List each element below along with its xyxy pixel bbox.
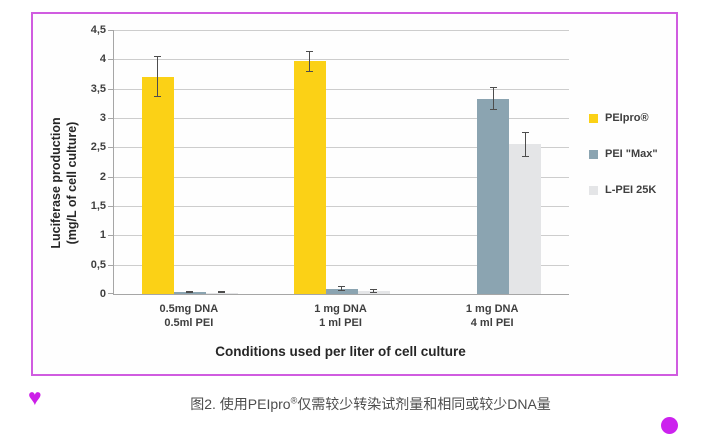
y-axis-tick — [108, 206, 114, 207]
legend-swatch — [589, 149, 598, 159]
legend-label: L-PEI 25K — [605, 184, 657, 196]
error-bar-line — [373, 288, 374, 294]
error-bar-line — [341, 286, 342, 292]
x-category-label: 1 mg DNA 4 ml PEI — [422, 302, 562, 330]
bar — [325, 288, 358, 294]
y-axis-tick — [108, 147, 114, 149]
figure-frame: Luciferase production (mg/L of cell cult… — [31, 12, 678, 376]
bar — [293, 61, 326, 294]
y-axis-tick — [108, 59, 114, 61]
y-tick-label: 4,5 — [90, 24, 106, 36]
error-bar-line — [189, 291, 191, 294]
legend-swatch — [589, 113, 598, 123]
legend-item: PEIpro® — [589, 112, 658, 124]
error-bar-cap — [218, 291, 226, 293]
error-bar-cap — [489, 109, 497, 111]
error-bar — [305, 50, 314, 72]
error-bar — [217, 291, 226, 294]
error-bar-cap — [154, 96, 162, 98]
legend: PEIpro® PEI "Max" L-PEI 25K — [589, 112, 658, 196]
gridline — [114, 147, 569, 149]
error-bar — [489, 86, 498, 111]
error-bar-cap — [338, 286, 345, 288]
error-bar-line — [492, 86, 494, 111]
legend-item: L-PEI 25K — [589, 184, 658, 196]
x-category-label-line: 0.5mg DNA — [159, 303, 219, 315]
error-bar-line — [309, 50, 310, 72]
error-bar-line — [157, 56, 159, 98]
error-bar — [369, 288, 378, 294]
y-tick-label: 0,5 — [90, 258, 106, 271]
gridline — [114, 264, 569, 266]
legend-swatch — [589, 185, 598, 195]
plot-area — [108, 30, 569, 295]
x-category-label: 0.5mg DNA 0.5ml PEI — [119, 302, 259, 330]
x-axis-title: Conditions used per liter of cell cultur… — [215, 344, 466, 359]
error-bar-cap — [338, 290, 345, 292]
y-tick-label: 3,5 — [90, 82, 106, 95]
heart-icon: ♥ — [28, 384, 42, 410]
y-tick-label: 2 — [99, 170, 106, 183]
error-bar-cap — [370, 288, 377, 290]
y-axis-tick — [108, 118, 114, 119]
error-bar-line — [524, 131, 526, 158]
caption-suffix: 仅需较少转染试剂量和相同或较少DNA量 — [297, 396, 551, 412]
legend-label: PEIpro® — [605, 112, 649, 124]
x-category-label-line: 1 mg DNA — [314, 303, 367, 315]
gridline — [114, 30, 569, 31]
y-axis-tick-labels: 0 0,5 1 1,5 2 2,5 3 3,5 4 4,5 — [33, 24, 106, 300]
gridline — [114, 176, 569, 178]
error-bar — [337, 286, 346, 292]
error-bar-cap — [489, 86, 497, 88]
dot-icon — [661, 417, 678, 434]
caption-prefix: 图2. 使用PEIpro — [190, 396, 291, 412]
error-bar-cap — [306, 70, 313, 72]
figure-caption: 图2. 使用PEIpro®仅需较少转染试剂量和相同或较少DNA量 — [30, 394, 711, 414]
y-tick-label: 2,5 — [90, 141, 106, 154]
error-bar-cap — [306, 50, 313, 52]
y-tick-label: 4 — [99, 53, 106, 66]
error-bar — [153, 56, 162, 98]
legend-item: PEI "Max" — [589, 148, 658, 160]
error-bar — [185, 291, 194, 294]
error-bar-cap — [370, 292, 377, 294]
error-bar-cap — [186, 291, 194, 293]
gridline — [114, 235, 569, 237]
registered-mark-icon: ® — [290, 395, 298, 406]
error-bar-cap — [186, 292, 194, 294]
y-axis-tick — [108, 30, 114, 31]
y-axis-tick — [108, 88, 114, 90]
legend-label: PEI "Max" — [605, 148, 658, 160]
x-category-label: 1 mg DNA 1 ml PEI — [271, 302, 411, 330]
x-category-label-line: 1 ml PEI — [319, 317, 362, 329]
error-bar-cap — [521, 156, 529, 158]
gridline — [114, 59, 569, 61]
error-bar-cap — [521, 131, 529, 133]
y-tick-label: 1 — [99, 229, 106, 242]
error-bar-cap — [154, 56, 162, 58]
bar — [509, 144, 542, 294]
error-bar — [521, 131, 530, 158]
x-category-label-line: 1 mg DNA — [465, 303, 519, 315]
y-axis-tick — [108, 264, 114, 266]
y-tick-label: 1,5 — [90, 200, 106, 212]
x-category-label-line: 0.5ml PEI — [164, 317, 214, 329]
y-axis-tick — [108, 235, 114, 237]
y-tick-label: 0 — [99, 288, 106, 300]
x-axis-category-labels: 0.5mg DNA 0.5ml PEI 1 mg DNA 1 ml PEI 1 mg D… — [113, 302, 568, 334]
gridline — [114, 118, 569, 119]
gridline — [114, 88, 569, 90]
y-axis-tick — [108, 176, 114, 178]
y-axis-tick — [108, 293, 114, 294]
error-bar-cap — [218, 292, 226, 294]
y-tick-label: 3 — [99, 112, 106, 124]
bar — [477, 98, 510, 294]
x-category-label-line: 4 ml PEI — [470, 317, 514, 329]
gridline — [114, 206, 569, 207]
bar — [141, 76, 174, 294]
